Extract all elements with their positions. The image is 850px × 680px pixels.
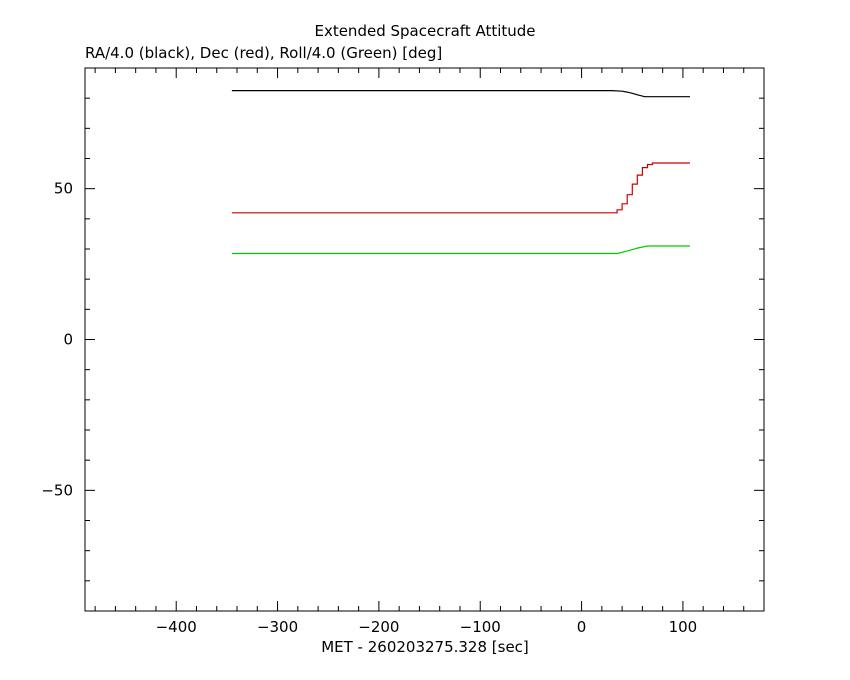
y-tick-label: 50 (54, 180, 73, 198)
plot-frame (84, 67, 765, 612)
x-tick-label: −300 (257, 618, 298, 636)
x-tick-label: −100 (460, 618, 501, 636)
x-tick-label: −400 (156, 618, 197, 636)
x-tick-label: 100 (669, 618, 698, 636)
chart-subtitle: RA/4.0 (black), Dec (red), Roll/4.0 (Gre… (85, 44, 443, 62)
y-tick-label: 0 (63, 331, 73, 349)
x-axis-label: MET - 260203275.328 [sec] (321, 638, 529, 656)
chart-title: Extended Spacecraft Attitude (314, 22, 536, 40)
x-tick-label: 0 (577, 618, 587, 636)
series-line-dec (231, 162, 690, 214)
series-line-ra-4-0 (231, 90, 690, 98)
series-line-roll-4-0 (231, 245, 690, 255)
y-tick-label: −50 (41, 481, 73, 499)
x-tick-label: −200 (358, 618, 399, 636)
